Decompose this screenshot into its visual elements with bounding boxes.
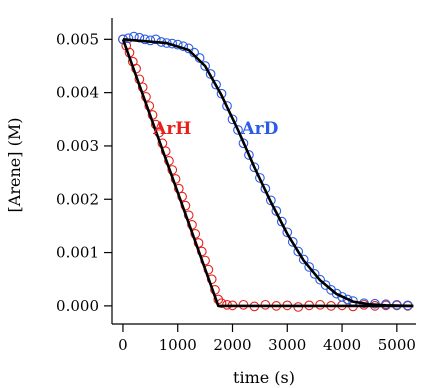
y-tick-label: 0.001 — [56, 244, 99, 262]
data-point — [282, 227, 293, 238]
data-point — [233, 125, 243, 135]
data-point — [244, 150, 254, 160]
data-point — [337, 291, 347, 302]
data-point — [304, 262, 315, 272]
data-point — [249, 162, 260, 173]
data-point — [211, 79, 221, 90]
y-tick-label: 0.002 — [56, 190, 99, 208]
data-point — [200, 61, 210, 71]
data-point — [331, 288, 342, 299]
x-tick-label: 3000 — [268, 336, 306, 354]
data-point — [287, 237, 298, 247]
x-tick-label: 4000 — [323, 336, 361, 354]
data-point — [309, 269, 320, 279]
series-arh — [118, 34, 413, 312]
series-ard — [118, 31, 413, 311]
x-tick-label: 5000 — [378, 336, 416, 354]
fit-curve — [121, 38, 414, 308]
x-tick-label: 0 — [118, 336, 128, 354]
plot-area: ArH ArD — [118, 31, 414, 312]
data-point — [342, 294, 353, 305]
data-point — [238, 138, 249, 149]
data-point — [140, 34, 150, 45]
data-point — [227, 114, 238, 125]
axes: 0 1000 2000 3000 4000 5000 0.000 0.001 0.002 0.00… — [56, 18, 416, 354]
data-point — [255, 173, 265, 183]
series-label-arh: ArH — [152, 119, 191, 139]
data-point — [298, 254, 309, 265]
y-tick-label: 0.005 — [56, 30, 99, 48]
data-point — [222, 101, 232, 111]
y-tick-label: 0.000 — [56, 297, 99, 315]
fit-curve — [122, 38, 414, 308]
y-tick-label: 0.004 — [56, 84, 99, 102]
series-label-ard: ArD — [240, 119, 278, 139]
data-point — [150, 34, 161, 45]
x-axis-title: time (s) — [233, 368, 295, 387]
y-axis-title: [Arene] (M) — [5, 118, 24, 213]
y-tick-label: 0.003 — [56, 137, 99, 155]
data-point — [320, 280, 331, 290]
x-tick-label: 1000 — [159, 336, 197, 354]
data-point — [315, 274, 325, 285]
data-point — [293, 246, 304, 257]
x-tick-label: 2000 — [213, 336, 251, 354]
